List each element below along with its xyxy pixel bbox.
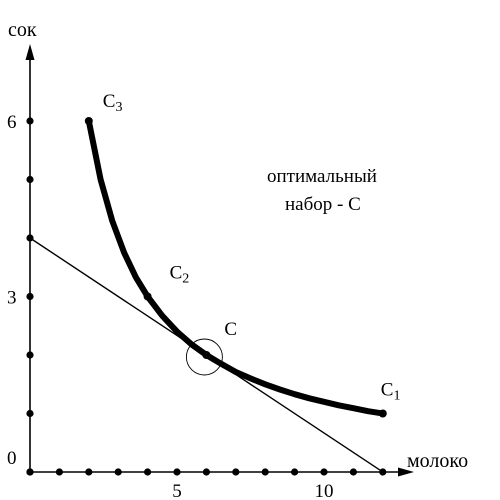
y-tick-label-0: 0 bbox=[7, 448, 17, 469]
x-axis-arrow bbox=[398, 467, 414, 477]
x-tick-4 bbox=[144, 468, 152, 476]
optimum-circle bbox=[185, 338, 223, 376]
x-tick-3 bbox=[114, 468, 122, 476]
point-label-main: C bbox=[103, 91, 116, 112]
point-C3 bbox=[84, 117, 93, 125]
y-axis-arrow bbox=[25, 44, 35, 60]
indifference-curve bbox=[85, 118, 386, 417]
point-label-subscript: 3 bbox=[115, 100, 122, 115]
annotation-line-2: набор - С bbox=[285, 194, 361, 215]
x-tick-label-10: 10 bbox=[315, 481, 334, 500]
y-tick-label-3: 3 bbox=[7, 288, 17, 309]
y-tick-5 bbox=[26, 175, 34, 184]
x-tick-7 bbox=[232, 468, 240, 476]
y-axis-label: сок bbox=[8, 19, 37, 41]
point-C bbox=[202, 351, 211, 359]
y-tick-6 bbox=[26, 117, 34, 125]
point-label-C2: C2 bbox=[170, 263, 190, 287]
annotation-line-1: оптимальный bbox=[267, 166, 377, 187]
x-tick-10 bbox=[320, 468, 328, 476]
x-tick-11 bbox=[349, 468, 357, 476]
y-tick-2 bbox=[26, 351, 34, 359]
x-tick-5 bbox=[173, 468, 181, 476]
point-C2 bbox=[143, 292, 152, 301]
point-label-C: C bbox=[224, 319, 237, 340]
y-tick-label-6: 6 bbox=[7, 112, 17, 133]
x-tick-8 bbox=[261, 468, 269, 476]
x-tick-label-5: 5 bbox=[172, 481, 182, 500]
y-tick-0 bbox=[26, 468, 34, 476]
point-label-C3: C3 bbox=[103, 91, 123, 115]
y-tick-1 bbox=[26, 409, 34, 418]
point-label-subscript: 2 bbox=[182, 272, 189, 287]
x-tick-9 bbox=[291, 468, 299, 476]
x-axis-label: молоко bbox=[407, 450, 468, 472]
point-label-main: C bbox=[224, 319, 237, 340]
annotation: оптимальный набор - С bbox=[267, 166, 377, 215]
x-tick-2 bbox=[85, 468, 93, 476]
tick-labels: 5 10 0 3 6 bbox=[7, 112, 334, 500]
x-tick-6 bbox=[202, 468, 210, 476]
y-tick-3 bbox=[26, 292, 34, 301]
point-C1 bbox=[378, 409, 387, 418]
point-label-main: C bbox=[381, 380, 394, 401]
point-label-subscript: 1 bbox=[393, 389, 400, 404]
point-label-C1: C1 bbox=[381, 380, 401, 404]
point-label-main: C bbox=[170, 263, 183, 284]
x-tick-1 bbox=[55, 468, 64, 476]
